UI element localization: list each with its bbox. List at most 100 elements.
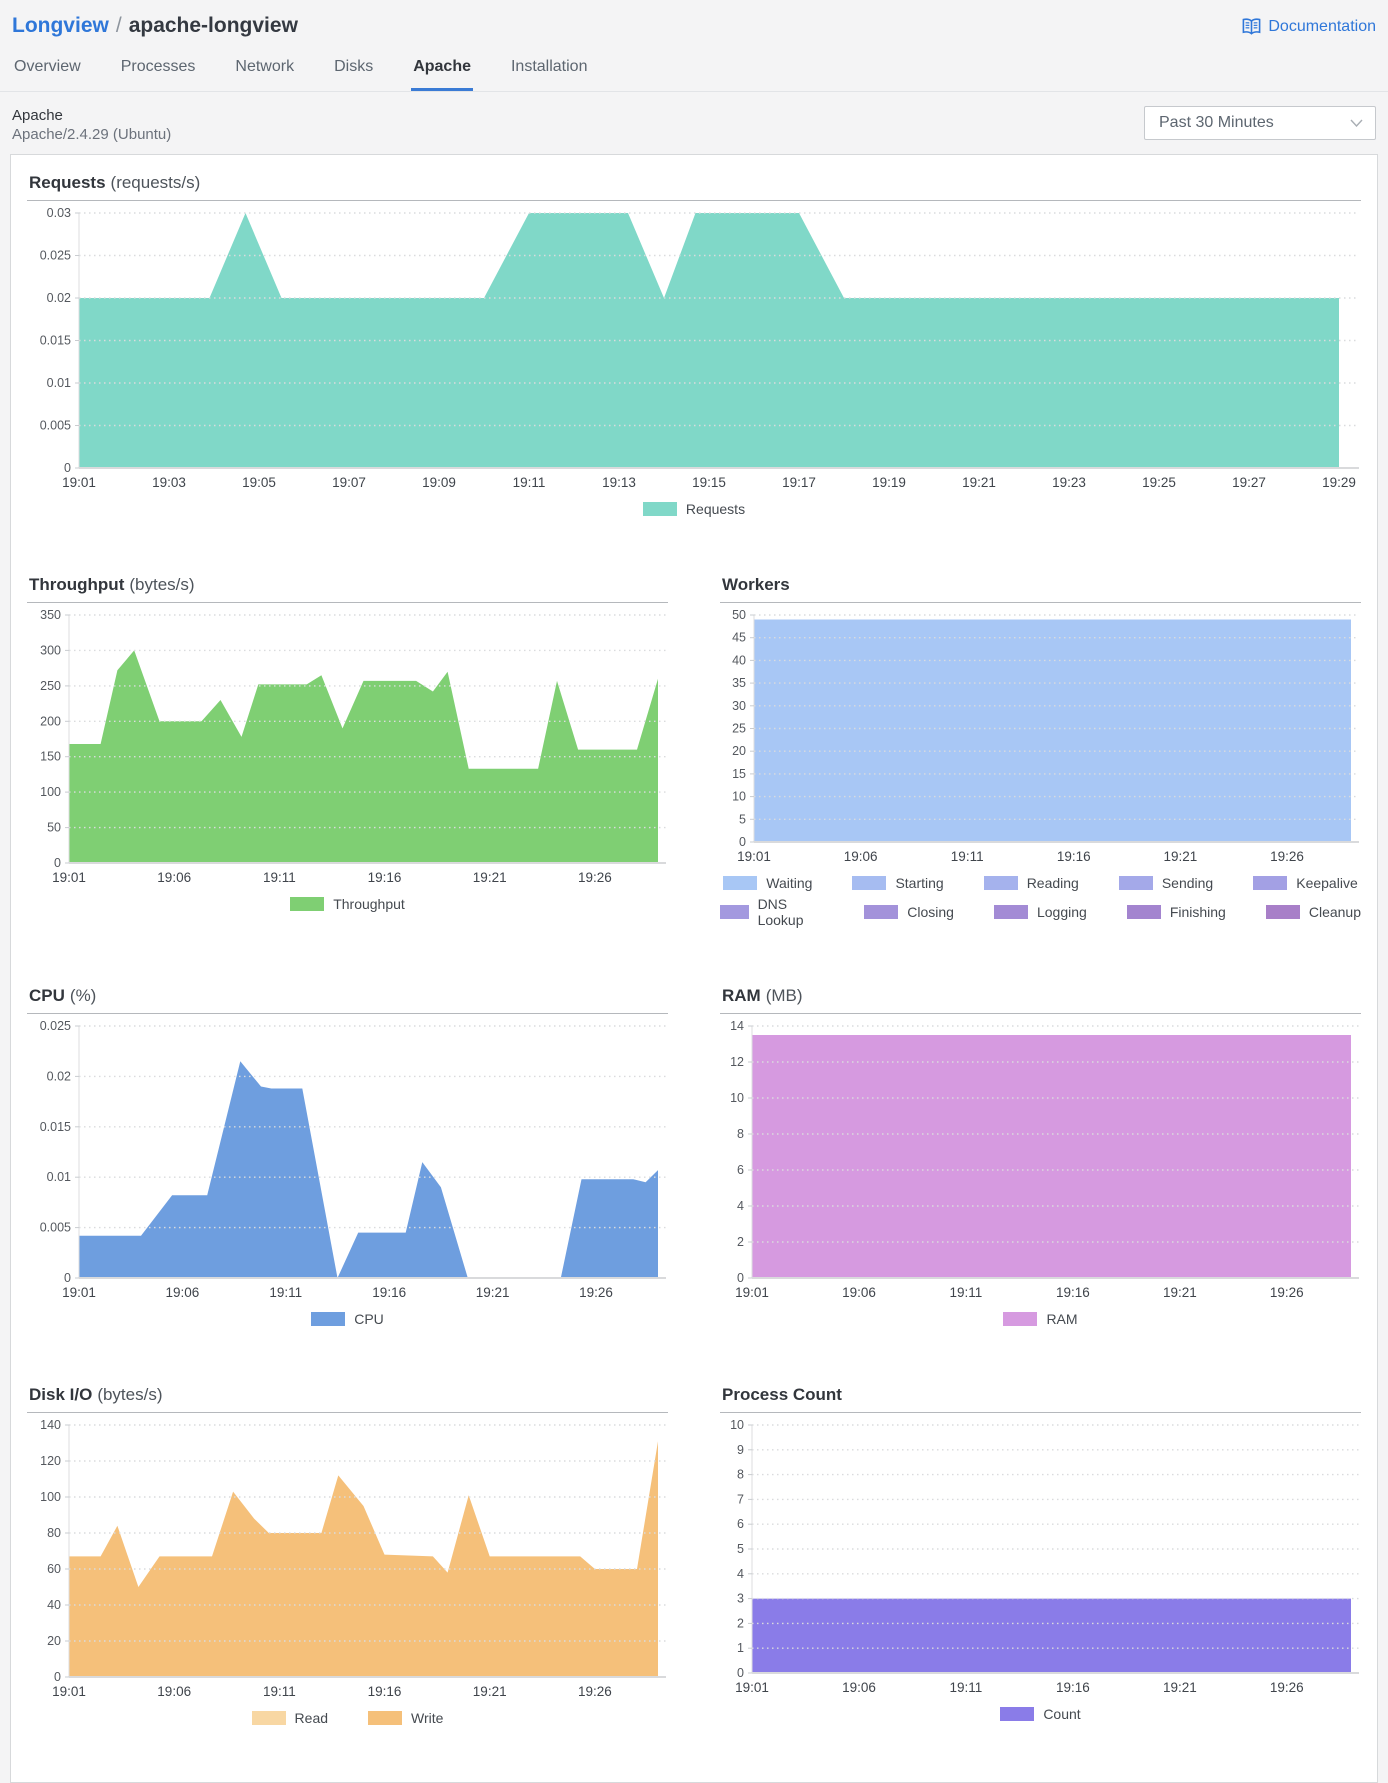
svg-text:6: 6 [737,1163,744,1177]
legend-item: Count [1000,1706,1080,1722]
legend-swatch [994,905,1028,919]
svg-text:19:01: 19:01 [52,870,86,885]
svg-text:0: 0 [739,835,746,849]
svg-text:0: 0 [737,1666,744,1680]
legend-swatch [252,1711,286,1725]
svg-text:1: 1 [737,1641,744,1655]
legend-swatch [723,876,757,890]
svg-text:19:16: 19:16 [1057,849,1091,864]
svg-text:19:06: 19:06 [157,870,191,885]
ram-chart-title: RAM(MB) [720,980,1361,1014]
tab-apache[interactable]: Apache [411,52,473,91]
svg-text:50: 50 [47,821,61,835]
legend-item: Cleanup [1266,904,1361,920]
time-range-select[interactable]: Past 30 Minutes [1144,106,1376,140]
tab-bar: Overview Processes Network Disks Apache … [0,52,1388,92]
svg-text:19:19: 19:19 [872,475,906,490]
legend-swatch [643,502,677,516]
documentation-label: Documentation [1268,18,1376,36]
svg-text:0: 0 [54,856,61,870]
svg-text:8: 8 [737,1468,744,1482]
svg-text:140: 140 [40,1418,61,1432]
legend-item: Requests [643,501,745,517]
chevron-down-icon [1350,119,1363,127]
svg-text:19:06: 19:06 [166,1285,200,1300]
breadcrumb-longview-link[interactable]: Longview [12,14,109,37]
svg-text:60: 60 [47,1562,61,1576]
svg-text:19:17: 19:17 [782,475,816,490]
legend-swatch [311,1312,345,1326]
svg-text:19:16: 19:16 [368,1684,402,1699]
svg-text:19:01: 19:01 [62,475,96,490]
svg-text:0.005: 0.005 [40,419,71,433]
svg-text:0.015: 0.015 [40,334,71,348]
legend-item: Logging [994,904,1087,920]
breadcrumb-separator: / [116,14,122,37]
svg-text:6: 6 [737,1517,744,1531]
svg-text:200: 200 [40,714,61,728]
ram-chart-legend: RAM [720,1311,1361,1327]
documentation-link[interactable]: Documentation [1240,18,1376,36]
svg-text:0.025: 0.025 [40,249,71,263]
legend-row: Count [720,1706,1361,1722]
legend-item: Sending [1119,875,1213,891]
svg-text:19:11: 19:11 [263,1684,296,1699]
svg-text:120: 120 [40,1454,61,1468]
legend-item: Reading [984,875,1079,891]
disk-io-chart-title: Disk I/O(bytes/s) [27,1379,668,1413]
svg-text:19:15: 19:15 [692,475,726,490]
svg-text:300: 300 [40,643,61,657]
svg-text:19:11: 19:11 [950,1285,983,1300]
tab-network[interactable]: Network [233,52,296,91]
legend-label: Throughput [333,896,405,912]
svg-text:25: 25 [732,722,746,736]
svg-text:4: 4 [737,1567,744,1581]
legend-item: Throughput [290,896,405,912]
svg-text:19:01: 19:01 [735,1285,769,1300]
legend-item: Finishing [1127,904,1226,920]
legend-swatch [368,1711,402,1725]
legend-item: Closing [864,904,954,920]
svg-text:19:01: 19:01 [737,849,771,864]
svg-text:19:11: 19:11 [263,870,296,885]
svg-text:35: 35 [732,676,746,690]
tab-processes[interactable]: Processes [119,52,198,91]
svg-text:19:11: 19:11 [269,1285,302,1300]
svg-text:19:06: 19:06 [157,1684,191,1699]
svg-text:19:25: 19:25 [1142,475,1176,490]
svg-text:19:23: 19:23 [1052,475,1086,490]
legend-label: Write [411,1710,443,1726]
tab-overview[interactable]: Overview [12,52,83,91]
svg-text:19:13: 19:13 [602,475,636,490]
svg-text:19:26: 19:26 [1270,849,1304,864]
legend-item: DNS Lookup [720,896,824,928]
time-range-value: Past 30 Minutes [1159,114,1274,132]
svg-text:19:09: 19:09 [422,475,456,490]
svg-text:19:05: 19:05 [242,475,276,490]
legend-label: Finishing [1170,904,1226,920]
legend-label: Sending [1162,875,1213,891]
tab-disks[interactable]: Disks [332,52,375,91]
legend-label: DNS Lookup [758,896,825,928]
svg-text:0: 0 [737,1271,744,1285]
svg-text:0.01: 0.01 [47,1170,71,1184]
legend-label: RAM [1046,1311,1077,1327]
tab-installation[interactable]: Installation [509,52,590,91]
svg-text:50: 50 [732,608,746,622]
